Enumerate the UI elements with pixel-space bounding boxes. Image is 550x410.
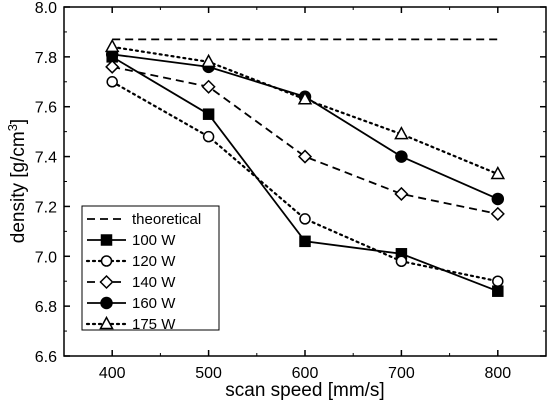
y-tick-label: 7.2 [35,199,57,216]
series-140-w [105,59,505,221]
data-point [299,235,311,248]
legend-marker [100,296,113,310]
legend: theoretical 100 W 120 W 140 W 160 W 175 W [81,205,220,333]
data-point [395,150,408,163]
x-tick-label: 800 [484,365,511,382]
y-tick-label: 7.8 [35,50,57,67]
data-point [394,186,409,202]
data-point [105,59,120,74]
y-tick-label: 7.6 [35,100,57,117]
series-line [112,65,498,215]
series-120-w [106,76,504,287]
data-point [490,206,505,221]
data-point [202,130,215,143]
data-point [490,165,506,180]
y-axis-title: density [g/cm3] [5,119,30,243]
data-point [201,79,216,94]
y-axis-title-superscript: 3 [5,124,20,131]
legend-label: 175 W [132,316,176,333]
legend-marker [100,255,113,267]
data-point [395,255,408,268]
x-tick-label: 400 [99,365,126,382]
data-point [201,53,216,68]
data-point [104,38,120,53]
legend-marker [100,234,113,246]
legend-label: theoretical [132,211,201,228]
y-axis-title-main: density [g/cm [8,131,29,243]
data-point [492,275,504,287]
y-tick-label: 6.8 [35,299,57,316]
data-point [491,192,505,206]
x-tick-label: 700 [388,365,415,382]
legend-label: 140 W [132,274,176,291]
y-tick-label: 7.4 [35,150,57,167]
x-tick-label: 500 [195,365,222,382]
data-point [297,149,313,164]
series-line [111,80,499,283]
legend-label: 120 W [132,253,176,270]
data-point [492,285,504,297]
legend-frame [81,205,220,331]
series-layer [104,38,506,297]
legend-label: 100 W [132,232,176,249]
y-axis-title-end: ] [8,119,29,124]
data-point [297,91,313,105]
y-tick-label: 7.0 [35,249,57,266]
data-point [106,76,118,88]
series-160-w [105,48,505,206]
series-line [112,53,499,200]
axis-ticks: 400 500 600 700 800 6.6 6.8 7.0 7.2 7.4 7.6 7.8 8.0 [35,0,547,382]
x-axis-title: scan speed [mm/s] [225,380,384,401]
legend-marker [99,315,114,330]
legend-marker [99,274,114,290]
x-tick-label: 600 [292,365,319,382]
data-point [394,126,409,140]
series-175-w [104,38,506,180]
data-point [299,213,311,225]
legend-label: 160 W [132,295,176,312]
data-point [202,108,215,120]
y-tick-label: 6.6 [35,349,57,366]
y-tick-label: 8.0 [35,0,57,17]
